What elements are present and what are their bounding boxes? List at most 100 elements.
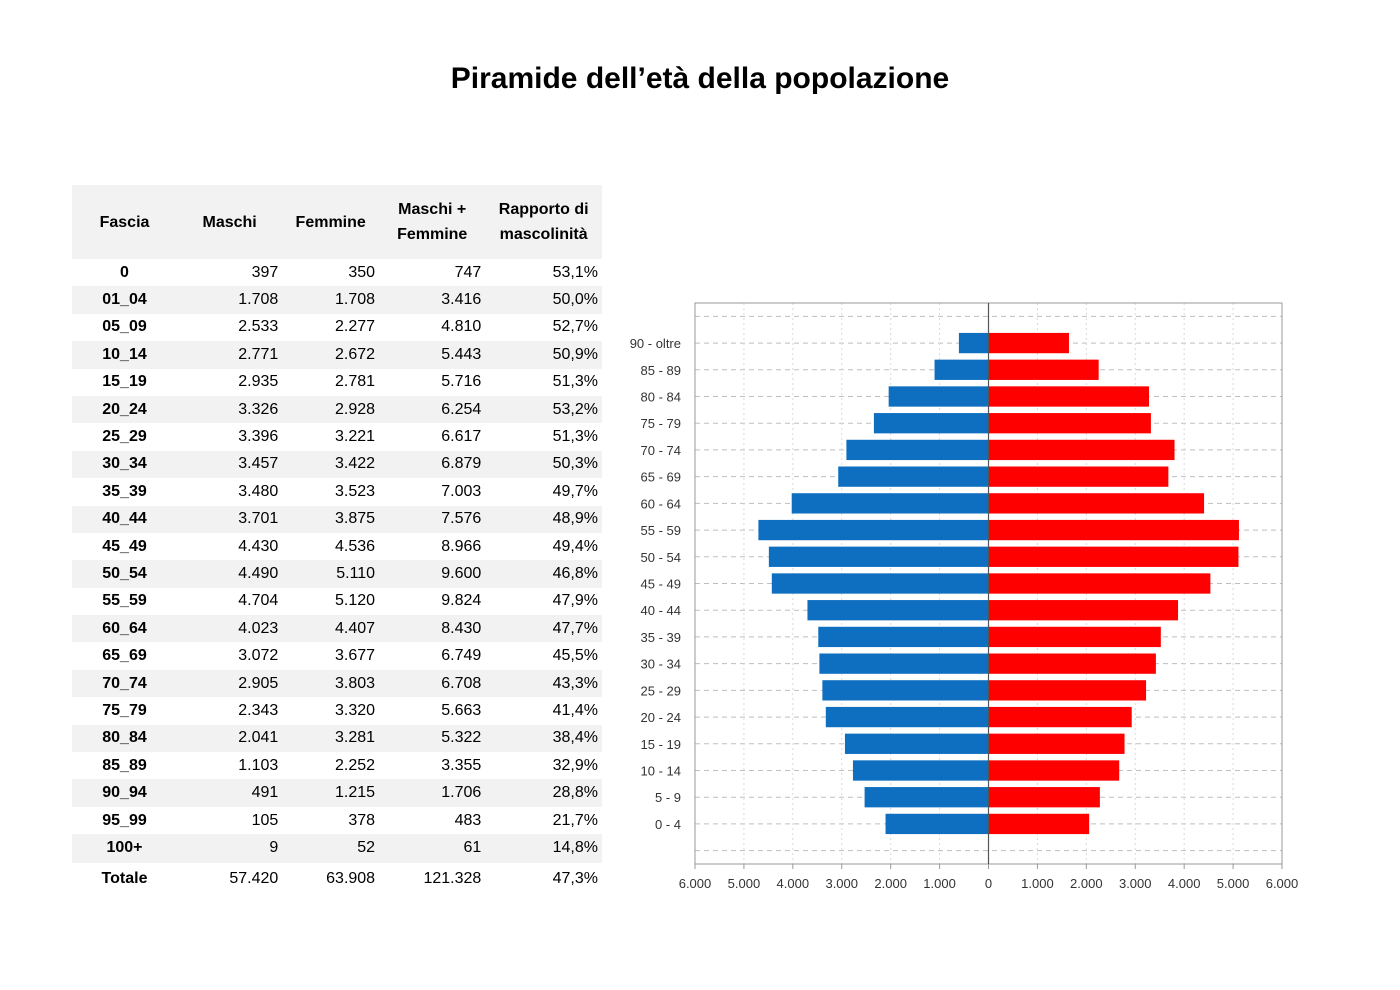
row-femmine: 3.523	[335, 482, 376, 500]
row-femmine: 350	[348, 263, 376, 281]
total-maschi: 57.420	[177, 861, 283, 896]
row-rapporto: 21,7%	[552, 811, 598, 829]
row-maschi: 3.480	[238, 482, 279, 500]
x-tick-label: 5.000	[1217, 876, 1250, 891]
y-tick-label: 60 - 64	[641, 496, 681, 511]
row-rapporto: 38,4%	[485, 724, 602, 753]
row-rapporto: 53,1%	[552, 263, 598, 281]
bar-maschi	[958, 332, 989, 354]
row-mf: 7.003	[441, 482, 482, 500]
row-femmine: 3.320	[335, 701, 376, 719]
y-tick-label: 30 - 34	[641, 657, 681, 672]
x-tick-label: 4.000	[777, 876, 810, 891]
row-femmine: 3.281	[282, 724, 380, 753]
table-row: 05_09 2.533 2.277 4.810 52,7%	[72, 314, 602, 341]
row-maschi: 4.704	[238, 592, 279, 610]
row-mf: 6.749	[441, 647, 482, 665]
table-row: 25_29 3.396 3.221 6.617 51,3%	[72, 423, 602, 450]
row-mf: 3.355	[441, 756, 482, 774]
y-tick-label: 0 - 4	[655, 817, 681, 832]
bar-femmine	[988, 680, 1147, 701]
table-row: 10_14 2.771 2.672 5.443 50,9%	[72, 341, 602, 369]
row-femmine: 4.407	[282, 615, 380, 643]
row-rapporto: 53,2%	[485, 395, 602, 424]
bar-maschi	[885, 813, 989, 835]
row-rapporto: 51,3%	[552, 428, 598, 446]
y-tick-label: 80 - 84	[641, 390, 681, 405]
bar-femmine	[988, 493, 1205, 514]
bar-maschi	[768, 546, 989, 567]
row-mf: 4.810	[441, 318, 482, 336]
row-mf: 6.879	[379, 450, 486, 479]
x-tick-label: 4.000	[1168, 876, 1201, 891]
bar-femmine	[988, 653, 1156, 674]
row-femmine: 52	[282, 834, 380, 863]
row-rapporto: 14,8%	[485, 834, 602, 863]
row-femmine: 2.672	[282, 341, 380, 369]
table-header-row: Fascia Maschi Femmine Maschi + Femmine R…	[72, 185, 602, 259]
x-tick-label: 2.000	[1070, 876, 1103, 891]
row-rapporto: 48,9%	[485, 505, 602, 533]
row-rapporto: 43,3%	[485, 669, 602, 698]
row-maschi: 397	[251, 263, 279, 281]
bar-maschi	[818, 626, 989, 648]
table-row: 0 397 350 747 53,1%	[72, 259, 602, 286]
table-row: 55_59 4.704 5.120 9.824 47,9%	[72, 588, 602, 615]
row-maschi: 3.396	[238, 428, 279, 446]
table-row: 01_04 1.708 1.708 3.416 50,0%	[72, 286, 602, 314]
bar-maschi	[888, 386, 989, 407]
row-femmine: 3.221	[335, 428, 376, 446]
table-row: 65_69 3.072 3.677 6.749 45,5%	[72, 642, 602, 669]
bar-femmine	[988, 787, 1100, 808]
bar-maschi	[838, 466, 989, 487]
total-femmine: 63.908	[282, 861, 380, 896]
row-fascia: 80_84	[72, 724, 177, 753]
table-row: 80_84 2.041 3.281 5.322 38,4%	[72, 724, 602, 753]
table-row: 70_74 2.905 3.803 6.708 43,3%	[72, 669, 602, 698]
row-maschi: 2.041	[177, 724, 283, 753]
y-tick-label: 5 - 9	[655, 790, 681, 805]
row-rapporto: 51,3%	[552, 373, 598, 391]
row-fascia: 70_74	[72, 669, 177, 698]
bar-maschi	[934, 359, 989, 380]
row-femmine: 4.536	[335, 537, 376, 555]
table-row: 40_44 3.701 3.875 7.576 48,9%	[72, 505, 602, 533]
row-fascia: 95_99	[102, 811, 147, 829]
row-mf: 483	[454, 811, 482, 829]
row-mf: 5.663	[441, 701, 482, 719]
row-fascia: 55_59	[102, 592, 147, 610]
x-tick-label: 3.000	[1119, 876, 1152, 891]
x-tick-label: 2.000	[874, 876, 907, 891]
x-tick-label: 3.000	[825, 876, 858, 891]
y-tick-label: 10 - 14	[641, 764, 681, 779]
table-total-row: Totale 57.420 63.908 121.328 47,3%	[72, 861, 602, 896]
row-femmine: 5.110	[282, 560, 380, 588]
bar-femmine	[988, 760, 1120, 781]
row-maschi: 105	[251, 811, 279, 829]
row-fascia: 01_04	[72, 286, 177, 314]
y-tick-label: 35 - 39	[641, 630, 681, 645]
row-maschi: 2.935	[238, 373, 279, 391]
y-tick-label: 55 - 59	[641, 523, 681, 538]
table-row: 95_99 105 378 483 21,7%	[72, 807, 602, 834]
row-maschi: 3.457	[177, 450, 283, 479]
row-femmine: 2.277	[335, 318, 376, 336]
bar-maschi	[846, 439, 989, 461]
bar-maschi	[852, 760, 989, 781]
table-row: 50_54 4.490 5.110 9.600 46,8%	[72, 560, 602, 588]
row-mf: 7.576	[379, 505, 486, 533]
bar-maschi	[864, 787, 989, 808]
row-maschi: 2.533	[238, 318, 279, 336]
bar-femmine	[988, 733, 1125, 754]
row-rapporto: 49,7%	[552, 482, 598, 500]
y-tick-label: 75 - 79	[641, 416, 681, 431]
table-row: 75_79 2.343 3.320 5.663 41,4%	[72, 697, 602, 724]
bar-maschi	[807, 600, 989, 621]
row-femmine: 1.708	[282, 286, 380, 314]
bar-maschi	[791, 493, 989, 514]
total-mf: 121.328	[379, 861, 486, 896]
y-tick-label: 65 - 69	[641, 470, 681, 485]
row-rapporto: 32,9%	[552, 756, 598, 774]
y-tick-label: 45 - 49	[641, 577, 681, 592]
y-tick-label: 25 - 29	[641, 683, 681, 698]
